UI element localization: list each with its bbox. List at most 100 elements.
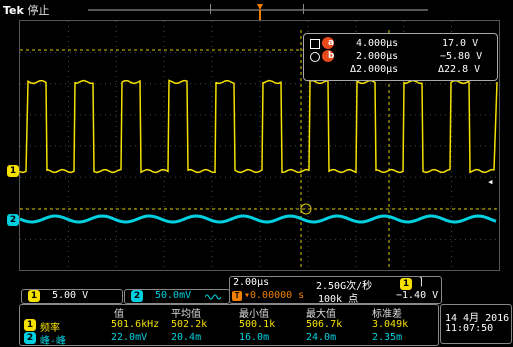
grid-dot: [305, 208, 306, 209]
grid-dot: [60, 83, 61, 84]
grid-dot: [307, 266, 308, 267]
grid-dot: [145, 177, 146, 178]
grid-dot: [280, 177, 281, 178]
grid-dot: [160, 146, 161, 147]
grid-dot: [420, 83, 421, 84]
grid-dot: [164, 136, 165, 137]
grid-dot: [300, 208, 301, 209]
meas2-ch-badge: 2: [24, 332, 36, 344]
grid-dot: [140, 239, 141, 240]
grid-dot: [451, 216, 452, 217]
grid-dot: [403, 266, 404, 267]
grid-dot: [75, 52, 76, 53]
grid-dot: [403, 186, 404, 187]
grid-dot: [164, 71, 165, 72]
grid-dot: [215, 146, 216, 147]
grid-dot: [110, 52, 111, 53]
grid-dot: [430, 177, 431, 178]
grid-dot: [365, 146, 366, 147]
grid-dot: [385, 146, 386, 147]
ch2-scale-box[interactable]: 2 50.0mV: [124, 289, 230, 304]
grid-dot: [116, 186, 117, 187]
grid-dot: [260, 246, 261, 247]
grid-dot: [307, 141, 308, 142]
grid-dot: [375, 146, 376, 147]
grid-dot: [280, 114, 281, 115]
grid-dot: [212, 231, 213, 232]
grid-dot: [295, 177, 296, 178]
grid-dot: [195, 208, 196, 209]
ch1-level-marker[interactable]: 1: [7, 165, 19, 177]
grid-dot: [68, 116, 69, 117]
grid-dot: [240, 208, 241, 209]
grid-dot: [175, 208, 176, 209]
grid-dot: [40, 146, 41, 147]
grid-dot: [70, 239, 71, 240]
grid-dot: [307, 256, 308, 257]
meas2-std: 2.35m: [372, 332, 402, 343]
grid-dot: [68, 146, 69, 147]
grid-dot: [405, 83, 406, 84]
grid-dot: [245, 177, 246, 178]
grid-dot: [245, 114, 246, 115]
grid-dot: [270, 146, 271, 147]
grid-dot: [355, 121, 356, 122]
grid-dot: [40, 177, 41, 178]
grid-dot: [307, 151, 308, 152]
grid-dot: [403, 161, 404, 162]
grid-dot: [370, 239, 371, 240]
datetime-box: 14 4月 2016 11:07:50: [440, 304, 512, 344]
grid-dot: [160, 208, 161, 209]
trigger-level-arrow-icon[interactable]: ◂: [487, 175, 494, 188]
meas-header-value: 值: [114, 305, 124, 320]
grid-dot: [212, 21, 213, 22]
grid-dot: [155, 208, 156, 209]
circle-icon: [310, 52, 320, 62]
grid-dot: [307, 26, 308, 27]
grid-dot: [355, 206, 356, 207]
grid-dot: [320, 83, 321, 84]
grid-dot: [100, 208, 101, 209]
grid-dot: [155, 239, 156, 240]
grid-dot: [451, 231, 452, 232]
ch2-level-marker[interactable]: 2: [7, 214, 19, 226]
grid-dot: [35, 239, 36, 240]
grid-dot: [451, 136, 452, 137]
grid-dot: [105, 208, 106, 209]
grid-dot: [265, 239, 266, 240]
grid-dot: [110, 114, 111, 115]
grid-dot: [320, 177, 321, 178]
grid-dot: [307, 246, 308, 247]
grid-dot: [480, 177, 481, 178]
grid-dot: [403, 191, 404, 192]
timebase-box[interactable]: 2.00µs 2.50G次/秒 1 ⌉ T ▾0.00000 s 100k 点 …: [229, 276, 442, 304]
grid-dot: [355, 31, 356, 32]
grid-dot: [212, 161, 213, 162]
grid-dot: [300, 83, 301, 84]
grid-dot: [80, 208, 81, 209]
cursor-a-badge-label: a: [328, 37, 334, 49]
grid-dot: [425, 239, 426, 240]
grid-dot: [440, 146, 441, 147]
ch1-scale-box[interactable]: 1 5.00 V: [21, 289, 123, 304]
grid-dot: [212, 91, 213, 92]
grid-dot: [170, 83, 171, 84]
grid-dot: [307, 176, 308, 177]
grid-dot: [380, 83, 381, 84]
grid-dot: [260, 46, 261, 47]
grid-dot: [315, 239, 316, 240]
grid-dot: [255, 208, 256, 209]
grid-dot: [68, 256, 69, 257]
grid-dot: [135, 83, 136, 84]
grid-dot: [35, 52, 36, 53]
grid-dot: [80, 146, 81, 147]
grid-dot: [164, 101, 165, 102]
grid-dot: [355, 166, 356, 167]
grid-dot: [95, 146, 96, 147]
grid-dot: [307, 186, 308, 187]
grid-dot: [20, 52, 21, 53]
grid-dot: [265, 146, 266, 147]
grid-dot: [495, 83, 496, 84]
grid-dot: [50, 83, 51, 84]
grid-dot: [68, 111, 69, 112]
